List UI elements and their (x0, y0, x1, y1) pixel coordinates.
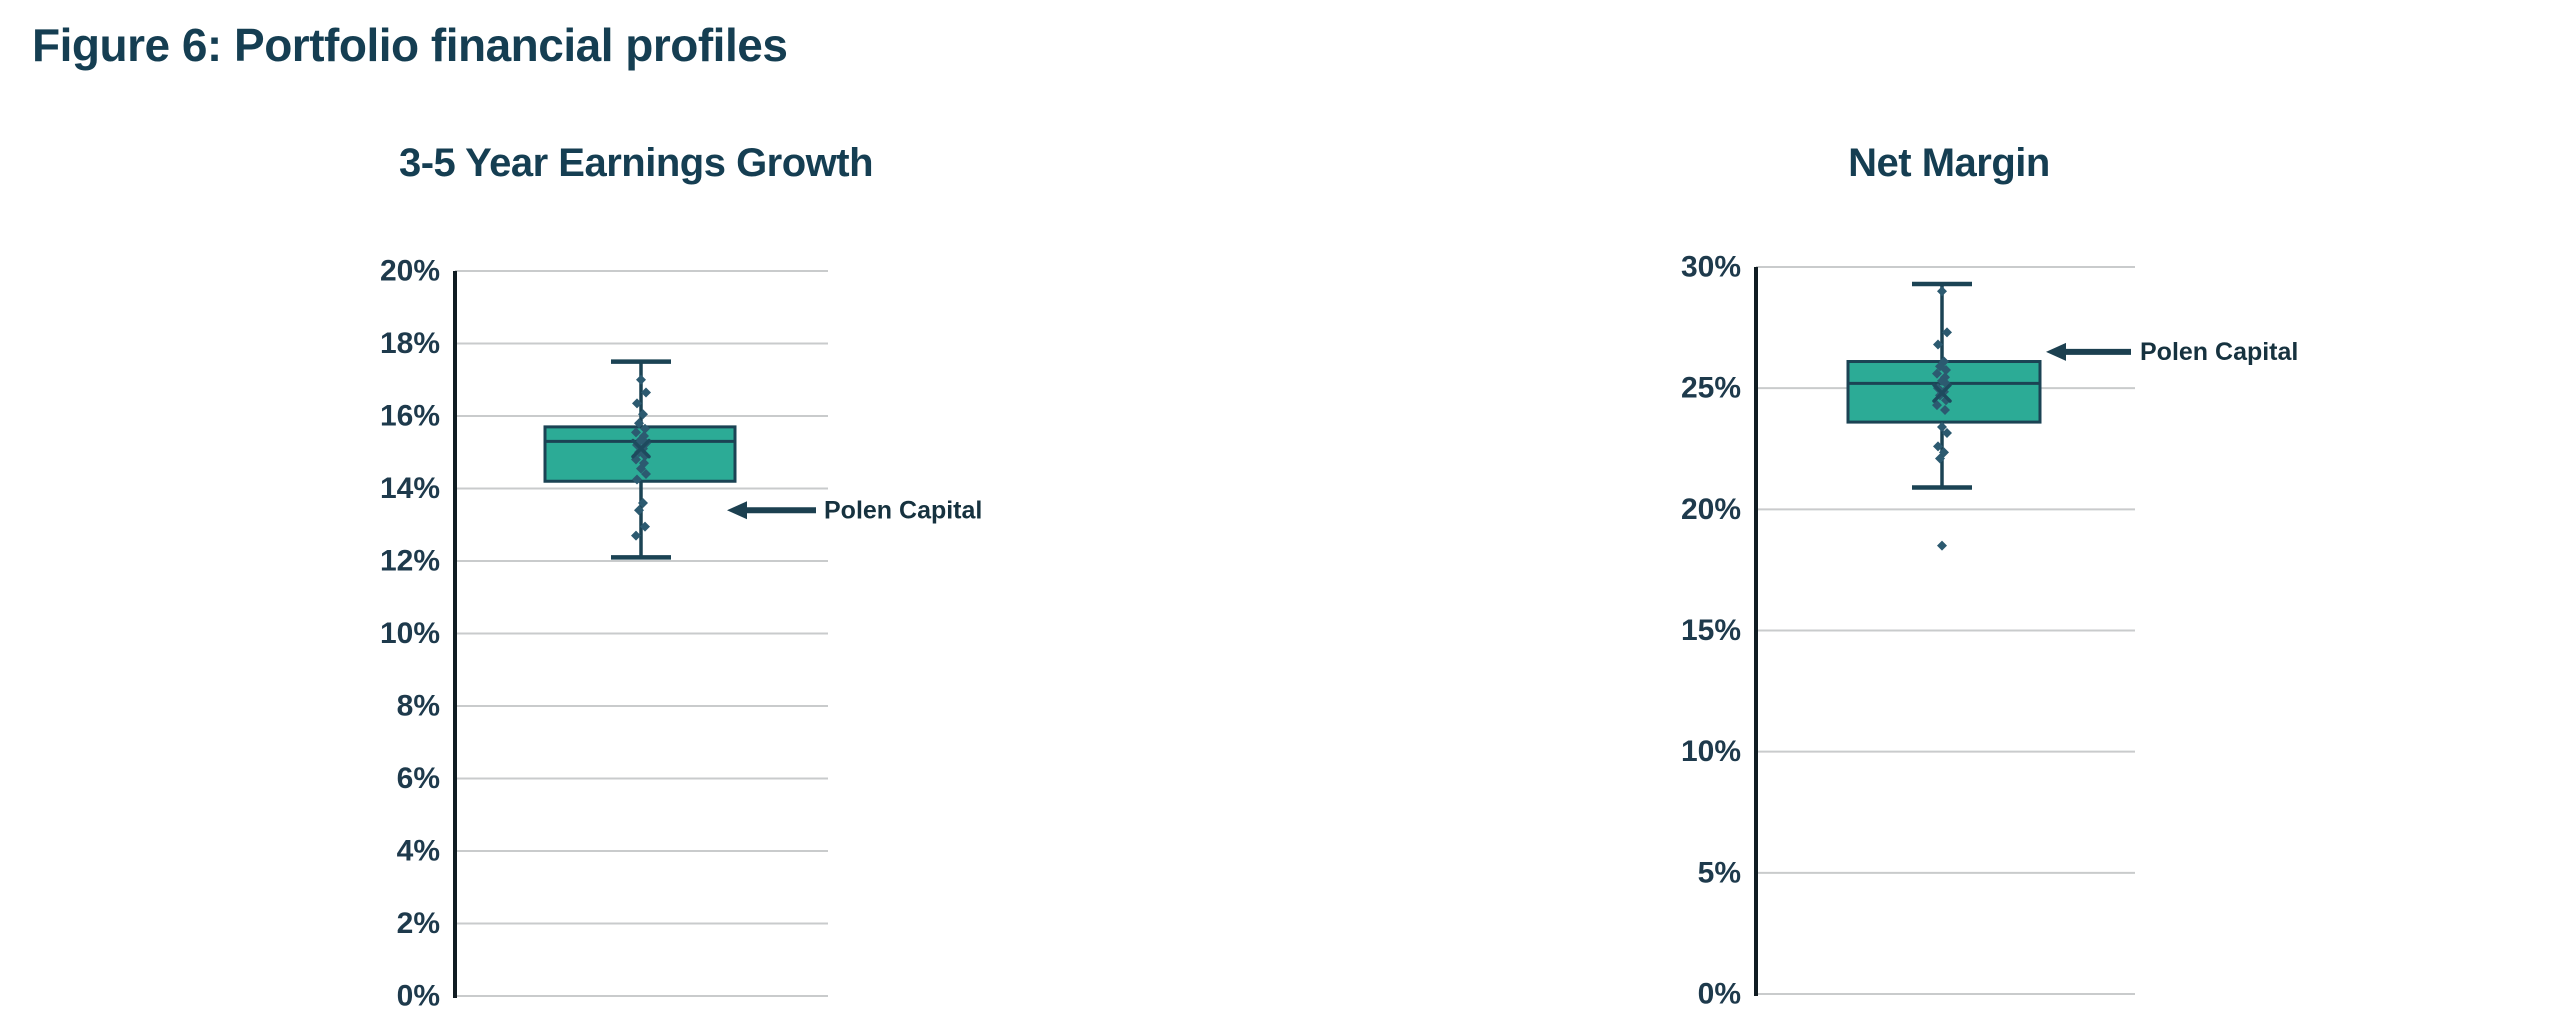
polen-capital-label: Polen Capital (2140, 338, 2298, 366)
data-point (640, 423, 650, 434)
data-point (641, 469, 651, 479)
data-point (636, 374, 646, 385)
chart-1: 0% 5% 10% 15% 20% 25% 30% Polen Capital Net Marg… (1681, 141, 2298, 1011)
data-point (634, 505, 644, 516)
y-tick-label: 10% (1681, 735, 1741, 768)
y-tick-label: 18% (380, 327, 440, 360)
y-tick-label: 2% (397, 907, 440, 940)
y-tick-label: 6% (397, 762, 440, 795)
y-tick-label: 25% (1681, 372, 1741, 405)
mean-marker (1932, 383, 1952, 403)
data-point (638, 498, 648, 508)
y-tick-label: 16% (380, 400, 440, 433)
data-point (1941, 364, 1951, 375)
data-point (1942, 327, 1952, 338)
y-tick-label: 12% (380, 545, 440, 578)
data-point (631, 530, 641, 541)
data-point (1933, 441, 1943, 452)
data-point (1932, 368, 1942, 379)
y-tick-label: 8% (397, 690, 440, 723)
data-point (640, 521, 650, 532)
y-tick-label: 20% (1681, 493, 1741, 526)
data-point (1937, 286, 1947, 297)
y-tick-label: 0% (397, 980, 440, 1013)
data-point (632, 474, 642, 485)
y-tick-label: 20% (380, 255, 440, 288)
data-point (1935, 453, 1945, 464)
chart-title: 3-5 Year Earnings Growth (399, 141, 873, 185)
data-point (1937, 421, 1947, 432)
data-point (632, 398, 642, 409)
data-point (1939, 447, 1949, 458)
figure-title: Figure 6: Portfolio financial profiles (32, 19, 788, 71)
y-tick-label: 4% (397, 835, 440, 868)
chart-0: 0% 2% 4% 6% 8% 10% 12% 14% 16% 18% 20% Polen Capita… (380, 141, 982, 1013)
data-point (1942, 427, 1952, 438)
data-point (631, 427, 641, 438)
y-tick-label: 14% (380, 472, 440, 505)
polen-capital-label: Polen Capital (824, 496, 982, 524)
polen-arrow-head (727, 501, 747, 520)
data-point (641, 387, 651, 398)
data-point (636, 463, 646, 474)
data-point (1940, 404, 1950, 415)
chart-title: Net Margin (1848, 141, 2050, 185)
y-tick-label: 15% (1681, 614, 1741, 647)
data-point (638, 409, 648, 420)
y-tick-label: 10% (380, 617, 440, 650)
polen-arrow-head (2046, 342, 2066, 361)
y-tick-label: 0% (1698, 978, 1741, 1011)
y-tick-label: 30% (1681, 251, 1741, 284)
data-point (634, 418, 644, 429)
outlier-point (1937, 540, 1947, 551)
data-point (1933, 339, 1943, 350)
y-tick-label: 5% (1698, 856, 1741, 889)
mean-marker (631, 438, 651, 459)
